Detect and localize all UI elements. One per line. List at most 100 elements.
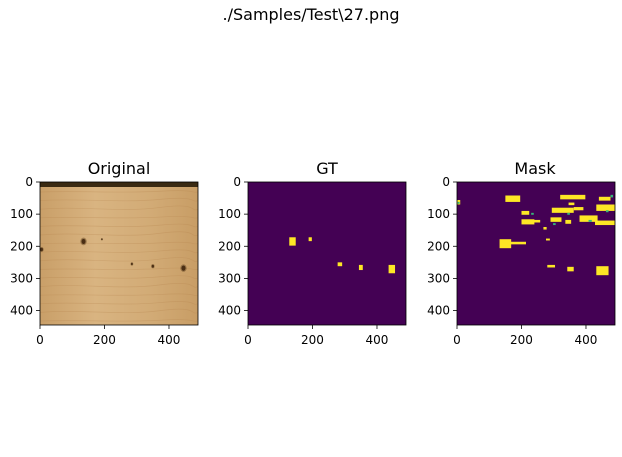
- y-tick-label: 400: [218, 304, 241, 318]
- mask-defect-region: [550, 217, 562, 222]
- wood-grain-line: [40, 308, 198, 314]
- axis-ticks-mask: 0 200 400 0 100 200 300 400: [427, 175, 597, 347]
- y-tick-label: 300: [10, 271, 33, 285]
- gt-defect-region: [289, 237, 296, 246]
- mask-defect-region: [560, 194, 586, 200]
- knot: [81, 238, 86, 245]
- knot: [101, 238, 103, 241]
- mask-partial-region: [605, 210, 609, 213]
- y-tick-label: 200: [427, 239, 450, 253]
- x-tick-label: 400: [575, 333, 598, 347]
- wood-grain-line: [40, 301, 198, 305]
- y-tick-label: 300: [218, 271, 241, 285]
- mask-defect-region: [567, 266, 574, 272]
- gt-defect-region: [337, 262, 343, 267]
- knot: [151, 264, 154, 268]
- y-tick-label: 100: [10, 207, 33, 221]
- wood-grain: [40, 190, 198, 322]
- wood-grain-line: [40, 205, 198, 211]
- gt-defect-region: [358, 264, 363, 271]
- panel-gt: GT 0 200 400 0 100 200 300 400: [218, 159, 407, 347]
- y-tick-label: 300: [427, 271, 450, 285]
- mask-defect-region: [533, 219, 541, 223]
- wood-grain-line: [40, 190, 198, 193]
- y-tick-label: 0: [25, 175, 33, 189]
- mask-background: [457, 182, 615, 325]
- y-tick-label: 200: [218, 239, 241, 253]
- axis-ticks-gt: 0 200 400 0 100 200 300 400: [218, 175, 388, 347]
- mask-partial-region: [567, 212, 570, 215]
- knot: [181, 265, 186, 271]
- y-tick-label: 100: [218, 207, 241, 221]
- mask-partial-region: [588, 219, 592, 222]
- mask-defect-region: [598, 196, 611, 201]
- x-tick-label: 0: [36, 333, 44, 347]
- mask-defect-region: [543, 226, 547, 230]
- x-tick-label: 200: [510, 333, 533, 347]
- mask-defect-region: [573, 207, 584, 211]
- wood-grain-line: [40, 293, 198, 296]
- mask-defect-region: [510, 241, 527, 245]
- wood-knots: [40, 237, 187, 272]
- wood-grain-line: [40, 223, 198, 228]
- mask-defect-region: [545, 238, 550, 241]
- mask-partial-region: [553, 223, 556, 226]
- knot: [40, 247, 43, 252]
- mask-defect-region: [521, 219, 535, 225]
- mask-defect-region: [579, 215, 598, 222]
- mask-defect-region: [595, 220, 615, 226]
- mask-defect-region: [596, 204, 615, 211]
- figure-suptitle: ./Samples/Test\27.png: [222, 5, 400, 24]
- gt-defect-region: [388, 264, 396, 274]
- y-tick-label: 0: [233, 175, 241, 189]
- wood-grain-line: [40, 231, 198, 237]
- mask-defect-region: [551, 207, 574, 213]
- wood-surface: [40, 182, 198, 325]
- y-tick-label: 200: [10, 239, 33, 253]
- mask-defect-region: [568, 202, 575, 206]
- panel-title-mask: Mask: [514, 159, 556, 178]
- mask-defect-region: [521, 210, 530, 215]
- x-tick-label: 400: [158, 333, 181, 347]
- panel-mask: Mask 0 200 400 0 100 200 300 400: [427, 159, 616, 347]
- x-tick-label: 200: [93, 333, 116, 347]
- knot: [130, 262, 133, 266]
- wood-grain-line: [40, 283, 198, 288]
- mask-defect-region: [547, 264, 556, 268]
- axes-frame-gt: [247, 181, 407, 326]
- wood-grain-line: [40, 249, 198, 254]
- mask-defect-region: [499, 239, 512, 249]
- wood-grain-line: [40, 241, 198, 245]
- y-tick-label: 400: [10, 304, 33, 318]
- wood-grain-line: [40, 257, 198, 262]
- mask-partial-region: [610, 194, 614, 198]
- x-tick-label: 0: [453, 333, 461, 347]
- wood-grain-line: [40, 216, 198, 219]
- y-tick-label: 100: [427, 207, 450, 221]
- axes-frame-original: [39, 181, 199, 326]
- wood-grain-line: [40, 267, 198, 271]
- wood-grain-line: [40, 275, 198, 279]
- panel-title-gt: GT: [316, 159, 338, 178]
- gt-background: [248, 182, 406, 325]
- wood-grain-line: [40, 319, 198, 322]
- mask-defect-region: [565, 219, 572, 224]
- x-tick-label: 200: [301, 333, 324, 347]
- axes-frame-mask: [456, 181, 616, 326]
- y-tick-label: 400: [427, 304, 450, 318]
- wood-top-edge: [40, 182, 198, 187]
- mask-partial-region: [531, 212, 534, 215]
- mask-defect-region: [596, 266, 609, 276]
- gt-defect-region: [308, 237, 312, 242]
- y-tick-label: 0: [442, 175, 450, 189]
- mask-defect-regions: [457, 194, 615, 276]
- mask-partial-region: [457, 201, 460, 204]
- panel-title-original: Original: [88, 159, 151, 178]
- mask-defect-region: [505, 195, 521, 202]
- gt-defect-regions: [289, 237, 396, 274]
- wood-grain-line: [40, 197, 198, 202]
- panel-original: Original 0 200 400 0 100 200 300 400: [10, 159, 199, 347]
- x-tick-label: 400: [366, 333, 389, 347]
- axis-ticks-original: 0 200 400 0 100 200 300 400: [10, 175, 180, 347]
